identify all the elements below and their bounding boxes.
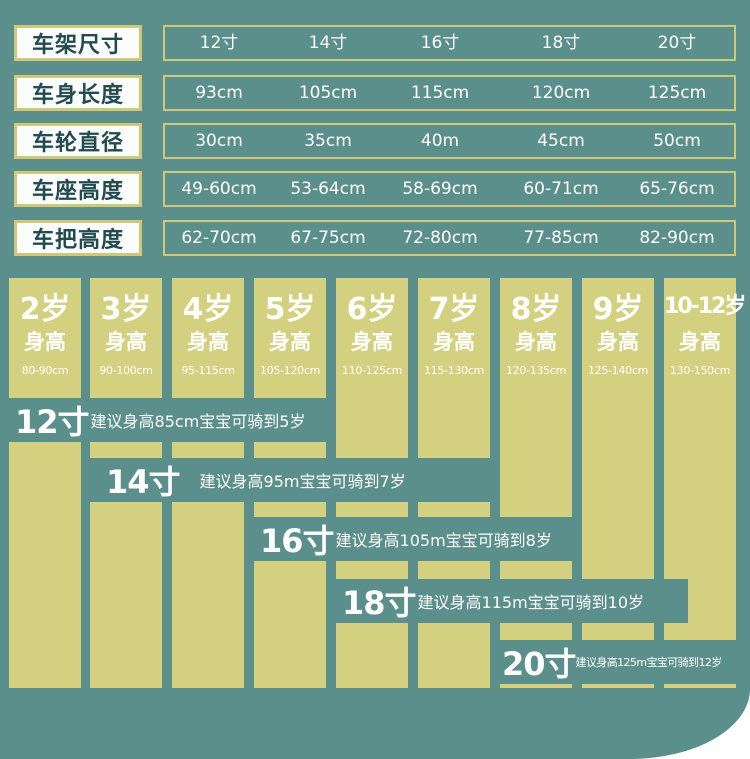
value-cell: 77-85cm: [523, 228, 599, 248]
recommendation-note: 建议身高125m宝宝可骑到12岁: [575, 656, 723, 669]
height-label: 身高: [24, 330, 66, 354]
recommendation-14: 14寸 建议身高95m宝宝可骑到7岁: [90, 458, 490, 502]
age-column-8: 8岁 身高 120-135cm: [500, 278, 572, 688]
value-cell: 62-70cm: [181, 228, 257, 248]
recommendation-size: 20寸: [502, 645, 577, 683]
age-label: 4岁: [182, 292, 234, 327]
height-label: 身高: [515, 330, 557, 354]
recommendation-20: 20寸 建议身高125m宝宝可骑到12岁: [500, 640, 736, 684]
row-values-seat-height: 49-60cm 53-64cm 58-69cm 60-71cm 65-76cm: [163, 171, 736, 207]
value-cell: 14寸: [308, 33, 348, 53]
row-values-frame-size: 12寸 14寸 16寸 18寸 20寸: [163, 25, 736, 61]
row-label-seat-height: 车座高度: [14, 171, 142, 207]
value-cell: 58-69cm: [402, 179, 478, 199]
age-label: 2岁: [19, 292, 71, 327]
height-range: 120-135cm: [505, 364, 567, 377]
value-cell: 60-71cm: [523, 179, 599, 199]
row-label-wheel-diameter: 车轮直径: [14, 123, 142, 159]
height-range: 110-125cm: [341, 364, 403, 377]
age-label: 5岁: [264, 292, 316, 327]
row-values-wheel-diameter: 30cm 35cm 40m 45cm 50cm: [163, 123, 736, 159]
recommendation-note: 建议身高95m宝宝可骑到7岁: [199, 472, 406, 491]
height-range: 95-115cm: [181, 364, 235, 377]
height-range: 80-90cm: [21, 364, 69, 377]
recommendation-size: 12寸: [15, 403, 90, 441]
height-range: 115-130cm: [423, 364, 485, 377]
value-cell: 72-80cm: [402, 228, 478, 248]
value-cell: 65-76cm: [639, 179, 715, 199]
row-label-handlebar-height: 车把高度: [14, 220, 142, 256]
height-range: 130-150cm: [669, 364, 731, 377]
value-cell: 20寸: [657, 33, 697, 53]
height-label: 身高: [269, 330, 311, 354]
height-label: 身高: [597, 330, 639, 354]
age-label: 10-12岁: [664, 294, 746, 319]
height-label: 身高: [351, 330, 393, 354]
height-label: 身高: [187, 330, 229, 354]
row-values-body-length: 93cm 105cm 115cm 120cm 125cm: [163, 75, 736, 111]
age-column-10-12: 10-12岁 身高 130-150cm: [664, 278, 746, 688]
value-cell: 40m: [420, 131, 460, 151]
recommendation-size: 18寸: [342, 584, 417, 622]
recommendation-note: 建议身高85cm宝宝可骑到5岁: [90, 412, 306, 431]
value-cell: 16寸: [420, 33, 460, 53]
value-cell: 50cm: [653, 131, 701, 151]
height-range: 90-100cm: [99, 364, 153, 377]
value-cell: 49-60cm: [181, 179, 257, 199]
height-range: 125-140cm: [587, 364, 649, 377]
value-cell: 53-64cm: [290, 179, 366, 199]
value-cell: 67-75cm: [290, 228, 366, 248]
value-cell: 82-90cm: [639, 228, 715, 248]
height-label: 身高: [105, 330, 147, 354]
value-cell: 120cm: [531, 83, 591, 103]
value-cell: 115cm: [410, 83, 470, 103]
value-cell: 125cm: [647, 83, 707, 103]
age-label: 7岁: [428, 292, 480, 327]
age-label: 3岁: [100, 292, 152, 327]
value-cell: 18寸: [541, 33, 581, 53]
value-cell: 30cm: [195, 131, 243, 151]
value-cell: 105cm: [298, 83, 358, 103]
recommendation-note: 建议身高115m宝宝可骑到10岁: [417, 593, 645, 612]
recommendation-12: 12寸 建议身高85cm宝宝可骑到5岁: [9, 398, 327, 442]
height-range: 105-120cm: [259, 364, 321, 377]
age-label: 9岁: [592, 292, 644, 327]
age-label: 6岁: [346, 292, 398, 327]
recommendation-size: 16寸: [260, 522, 335, 560]
height-label: 身高: [679, 330, 721, 354]
height-label: 身高: [433, 330, 475, 354]
value-cell: 12寸: [199, 33, 239, 53]
row-values-handlebar-height: 62-70cm 67-75cm 72-80cm 77-85cm 82-90cm: [163, 220, 736, 256]
value-cell: 93cm: [195, 83, 243, 103]
age-label: 8岁: [510, 292, 562, 327]
value-cell: 35cm: [304, 131, 352, 151]
age-column-2: 2岁 身高 80-90cm: [9, 278, 81, 688]
row-label-body-length: 车身长度: [14, 75, 142, 111]
row-label-frame-size: 车架尺寸: [14, 25, 142, 61]
recommendation-18: 18寸 建议身高115m宝宝可骑到10岁: [336, 579, 688, 623]
value-cell: 45cm: [537, 131, 585, 151]
age-column-9: 9岁 身高 125-140cm: [582, 278, 654, 688]
recommendation-16: 16寸 建议身高105m宝宝可骑到8岁: [254, 517, 572, 561]
recommendation-note: 建议身高105m宝宝可骑到8岁: [335, 531, 552, 550]
recommendation-size: 14寸: [106, 463, 181, 501]
